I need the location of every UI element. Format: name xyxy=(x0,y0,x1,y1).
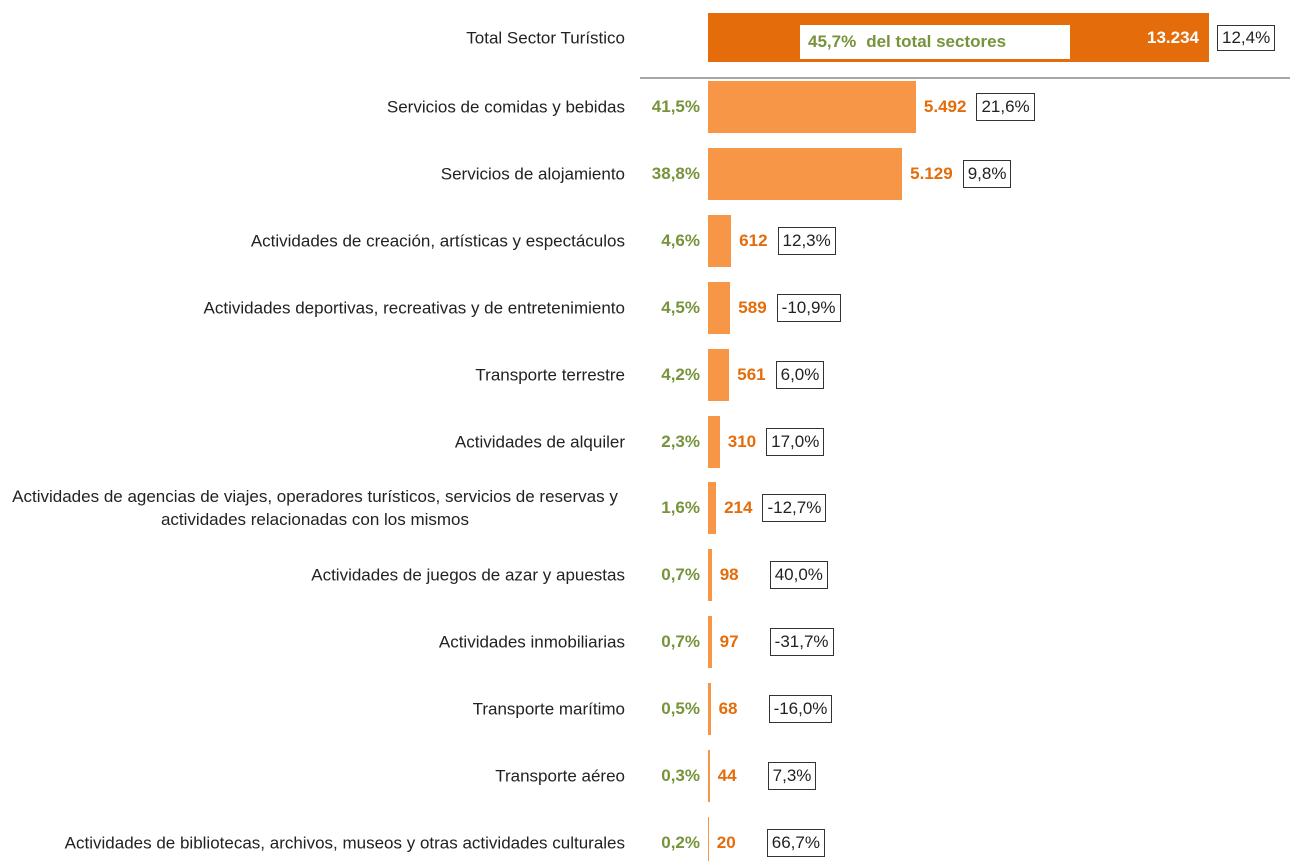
bar xyxy=(708,415,720,468)
category-label: Actividades de juegos de azar y apuestas xyxy=(311,565,625,585)
value-group: 310 17,0% xyxy=(727,427,825,456)
change-label: 7,3% xyxy=(767,762,817,790)
category-label: Servicios de alojamiento xyxy=(440,164,625,184)
value-label: 310 xyxy=(727,431,757,451)
value-group: 612 12,3% xyxy=(739,226,836,255)
category-label: Servicios de comidas y bebidas xyxy=(386,97,625,117)
value-label: 13.234 xyxy=(1147,28,1199,47)
share-label: 4,6% xyxy=(661,230,700,250)
share-note-box: 45,7% del total sectores xyxy=(800,25,1070,59)
separator xyxy=(640,77,1290,79)
category-label: Actividades de creación, artísticas y es… xyxy=(250,231,625,251)
value-group: 20 66,7% xyxy=(716,828,825,857)
value-label: 5.129 xyxy=(910,163,953,183)
value-label: 612 xyxy=(739,230,768,250)
value-group: 44 7,3% xyxy=(718,762,817,790)
bar xyxy=(708,683,711,736)
change-label: -16,0% xyxy=(768,695,833,724)
share-note: del total sectores xyxy=(866,32,1007,51)
value-label: 97 xyxy=(719,632,739,652)
share-label: 0,7% xyxy=(661,632,700,652)
change-label: 12,4% xyxy=(1217,25,1276,51)
category-label: Total Sector Turístico xyxy=(466,28,625,48)
change-label: -10,9% xyxy=(776,293,841,322)
value-label: 5.492 xyxy=(923,97,967,116)
value-group: 98 40,0% xyxy=(719,561,828,590)
value-label: 68 xyxy=(718,699,738,719)
share-label: 2,3% xyxy=(661,431,700,451)
value-group: 5.129 9,8% xyxy=(910,159,1012,188)
change-label: 21,6% xyxy=(976,93,1035,121)
category-label: Actividades deportivas, recreativas y de… xyxy=(203,298,625,318)
value-group: 214 -12,7% xyxy=(724,494,827,523)
share-label: 1,6% xyxy=(661,498,700,518)
value-group: 68 -16,0% xyxy=(718,695,833,724)
share-label: 0,5% xyxy=(661,699,700,719)
bar xyxy=(708,616,712,669)
bar xyxy=(708,81,916,133)
bar xyxy=(708,482,717,535)
change-label: 6,0% xyxy=(775,360,825,389)
share-label: 41,5% xyxy=(651,97,700,116)
bar xyxy=(708,281,731,334)
category-label: Actividades de bibliotecas, archivos, mu… xyxy=(64,833,625,853)
category-label: Actividades de agencias de viajes, opera… xyxy=(12,487,618,530)
category-label: Transporte terrestre xyxy=(475,365,625,385)
category-label: Transporte marítimo xyxy=(472,699,625,719)
change-label: 12,3% xyxy=(777,226,836,255)
change-label: 40,0% xyxy=(769,561,828,590)
value-group: 97 -31,7% xyxy=(719,628,834,657)
category-label: Actividades de alquiler xyxy=(454,432,625,451)
share-label: 0,7% xyxy=(661,565,700,585)
value-group: 561 6,0% xyxy=(737,360,825,389)
category-label: Actividades inmobiliarias xyxy=(438,632,625,652)
share-label: 38,8% xyxy=(651,163,700,183)
value-label: 98 xyxy=(719,565,739,585)
bar xyxy=(708,549,712,602)
value-label: 589 xyxy=(738,297,767,317)
change-label: 17,0% xyxy=(766,427,825,456)
bar xyxy=(708,348,730,401)
value-label: 561 xyxy=(737,364,766,384)
bar xyxy=(708,214,732,267)
share-label: 0,2% xyxy=(661,832,700,852)
share-label: 4,2% xyxy=(661,364,700,384)
bar xyxy=(708,816,709,861)
value-label: 20 xyxy=(716,832,736,852)
change-label: 66,7% xyxy=(766,828,825,857)
change-label: -12,7% xyxy=(762,494,827,523)
bar xyxy=(708,147,903,200)
total-share: 45,7% xyxy=(808,32,857,51)
category-label: Transporte aéreo xyxy=(495,766,625,786)
value-label: 214 xyxy=(724,498,753,518)
change-label: -31,7% xyxy=(769,628,834,657)
value-group: 589 -10,9% xyxy=(738,293,841,322)
value-label: 44 xyxy=(717,766,737,785)
share-label: 0,3% xyxy=(661,766,700,785)
value-group: 5.492 21,6% xyxy=(924,93,1035,121)
bar xyxy=(708,750,710,802)
change-label: 9,8% xyxy=(962,159,1012,188)
share-label: 4,5% xyxy=(661,297,700,317)
